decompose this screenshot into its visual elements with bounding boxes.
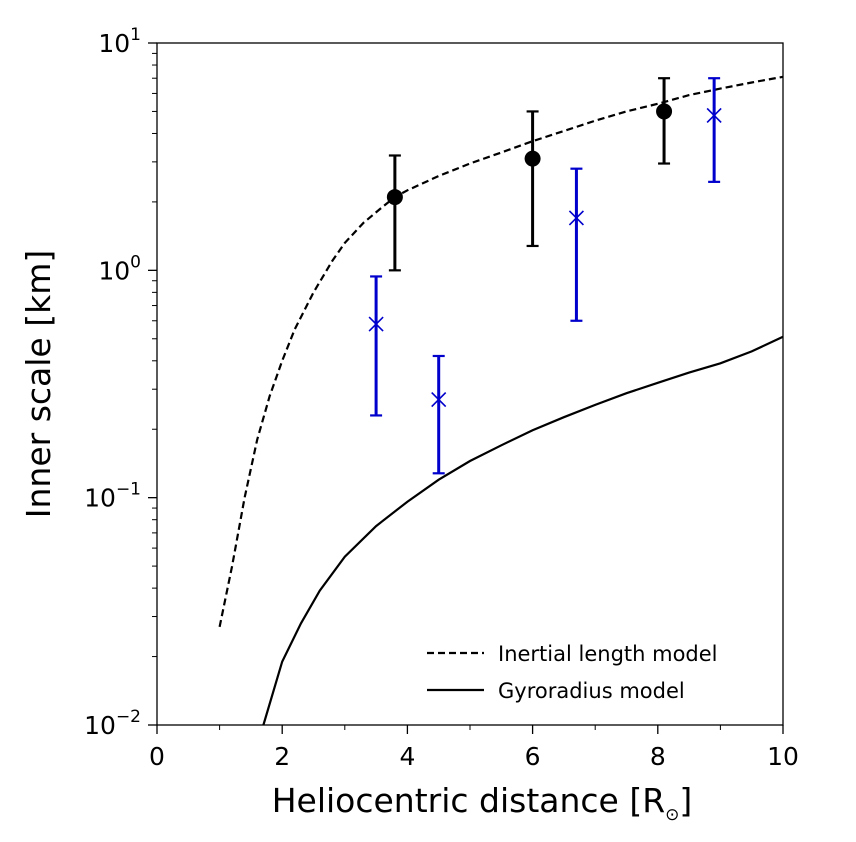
sun-symbol-icon: ⊙: [665, 805, 679, 825]
data-point-circle: [656, 103, 673, 120]
gyroradius-curve: [262, 335, 784, 726]
legend-label: Gyroradius model: [498, 679, 685, 703]
data-point-circle: [386, 189, 403, 206]
x-axis-label-suffix: ]: [679, 781, 692, 820]
x-tick-label: 8: [650, 742, 666, 771]
legend: Inertial length model Gyroradius model: [427, 642, 718, 703]
y-tick-label: 10−1: [84, 480, 141, 513]
data-point-x: [706, 107, 722, 124]
legend-label: Inertial length model: [498, 642, 718, 666]
x-tick-label: 0: [149, 742, 165, 771]
data-point-x: [368, 316, 384, 332]
model-curves: [218, 75, 784, 726]
x-tick-label: 6: [525, 742, 541, 771]
axis-ticks: 0 2 4 6 8 10 10−2 10−1 100 101: [84, 25, 799, 771]
x-axis-label-main: Heliocentric distance [R: [272, 781, 665, 820]
x-tick-label: 4: [399, 742, 415, 771]
data-points: [368, 77, 722, 475]
data-point-x: [431, 392, 447, 408]
y-tick-label: 10−2: [84, 707, 141, 740]
y-axis-label: Inner scale [km]: [19, 250, 58, 518]
y-tick-label: 101: [98, 25, 141, 58]
data-point-x: [568, 210, 584, 226]
data-point-circle: [524, 150, 541, 167]
x-tick-label: 2: [274, 742, 290, 771]
x-axis-label: Heliocentric distance [R⊙]: [272, 781, 693, 825]
inertial-length-curve: [218, 75, 784, 628]
y-tick-label: 100: [98, 252, 141, 285]
x-tick-label: 10: [767, 742, 799, 771]
plot-area: [156, 42, 784, 726]
